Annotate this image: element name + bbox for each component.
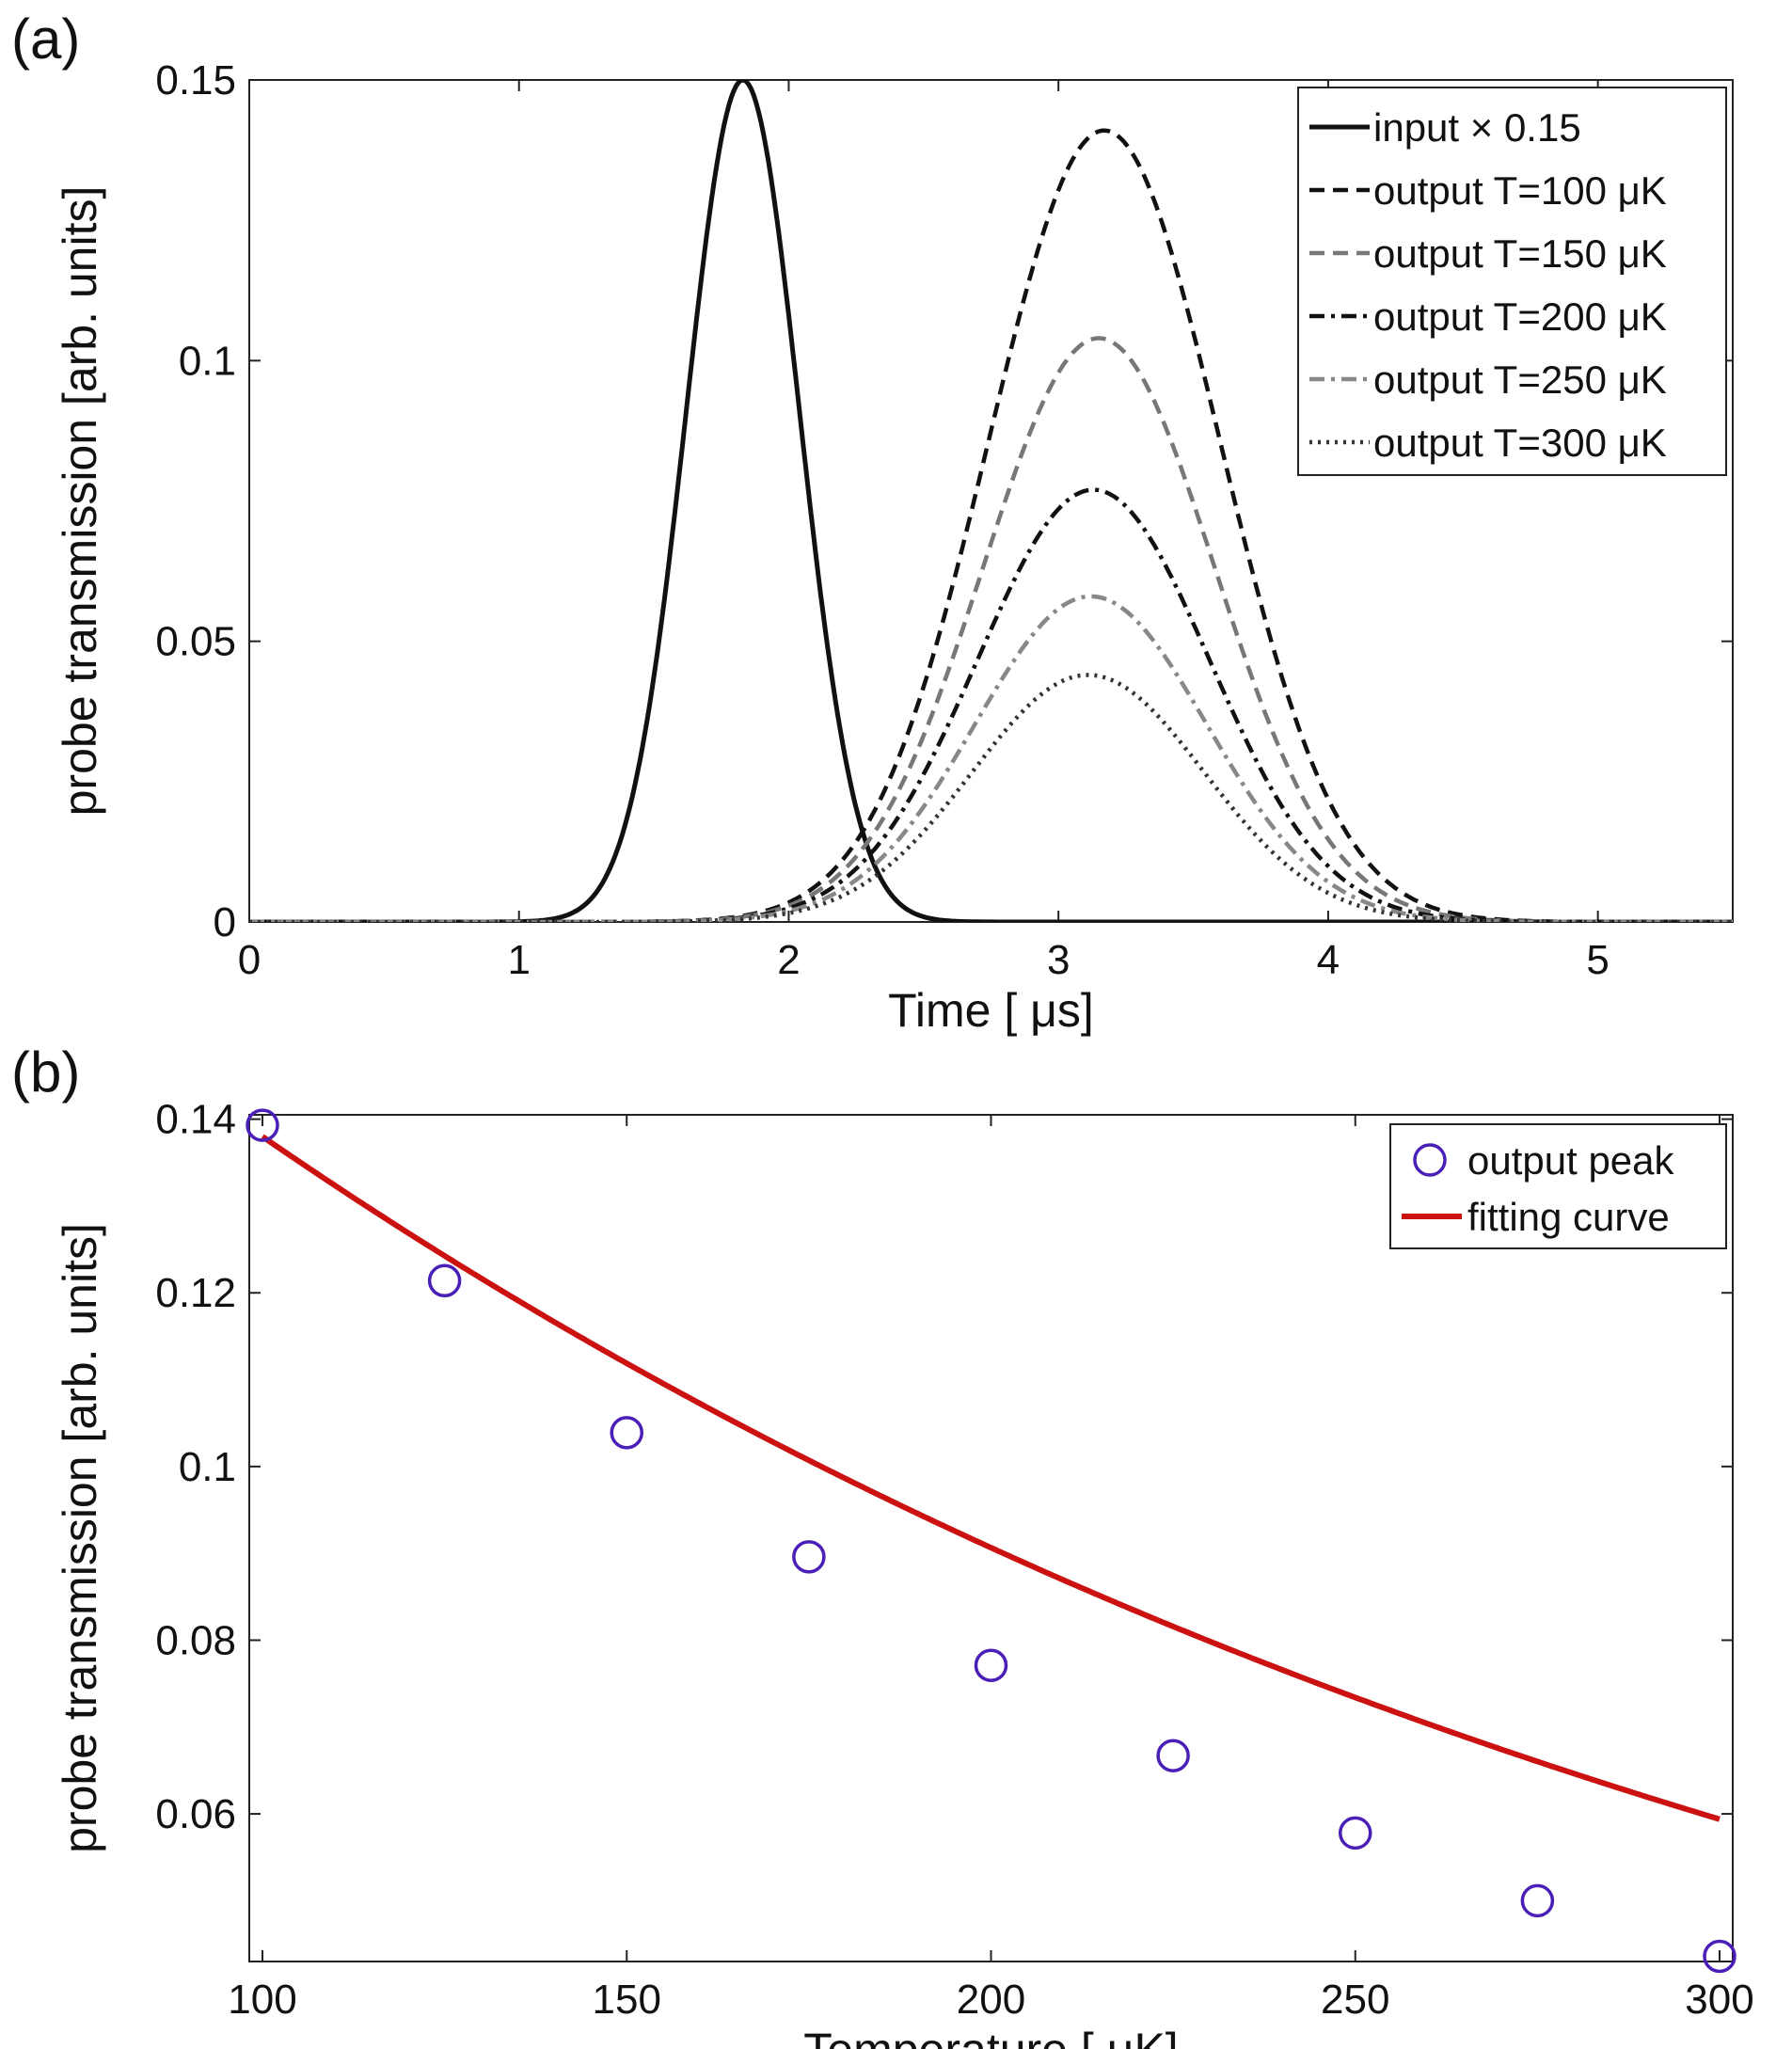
output-peak-point-2 (427, 1263, 462, 1298)
panel-b-y-tick-label: 0.1 (179, 1444, 236, 1490)
series-line-output-t-200-k (249, 487, 1733, 922)
panel-b-y-tick-label: 0.14 (155, 1097, 236, 1143)
panel-b-y-tick-label: 0.12 (155, 1270, 236, 1316)
panel-a-y-tick-label: 0.15 (155, 57, 236, 103)
output-peak-point-3 (610, 1416, 643, 1450)
output-peak-point-6 (1156, 1739, 1190, 1772)
panel-a-x-tick-label: 1 (507, 937, 530, 983)
legend-swatch-output-peak (1413, 1143, 1447, 1177)
panel-a-x-axis-title: Time [ μs] (888, 984, 1094, 1037)
panel-label-b: (b) (11, 1040, 80, 1104)
fitting-curve-line (261, 1134, 1721, 1822)
panel-a-legend-box (1297, 87, 1727, 476)
panel-b-x-axis-title: Temperature [ μK] (803, 2024, 1178, 2049)
panel-b-x-tick-label: 300 (1685, 1977, 1753, 2023)
panel-a-x-tick-label: 3 (1047, 937, 1070, 983)
output-peak-point-8 (1520, 1883, 1555, 1918)
legend-label-fitting-curve: fitting curve (1467, 1195, 1670, 1239)
panel-a-y-axis-title: probe transmission [arb. units] (54, 186, 106, 817)
panel-a-x-tick-label: 5 (1586, 937, 1609, 983)
panel-a-x-tick-label: 4 (1317, 937, 1340, 983)
panel-b-y-axis-title: probe transmission [arb. units] (54, 1223, 106, 1853)
output-peak-point-9 (1703, 1939, 1736, 1974)
panel-label-a: (a) (11, 8, 80, 71)
legend-label-output-t-100-k: output T=100 μK (1373, 168, 1667, 213)
output-peak-point-1 (246, 1108, 279, 1142)
panel-b-legend-box (1389, 1123, 1727, 1249)
legend-label-output-t-250-k: output T=250 μK (1373, 357, 1667, 402)
panel-a-y-tick-label: 0 (214, 899, 236, 945)
panel-b-y-tick-label: 0.06 (155, 1791, 236, 1837)
series-line-output-t-250-k (249, 594, 1733, 922)
panel-b-x-tick-label: 150 (593, 1977, 661, 2023)
panel-b-x-tick-label: 200 (957, 1977, 1025, 2023)
panel-b: (b) 100 150 200 250 300 0.06 0.08 0.1 0.12 0.14 Tem… (11, 1040, 1754, 2049)
legend-label-output-peak: output peak (1467, 1138, 1675, 1183)
output-peak-point-4 (792, 1540, 826, 1574)
legend-label-input-0-15: input × 0.15 (1373, 105, 1581, 150)
panel-a: (a) 0 1 2 3 4 5 0 0.05 0.1 0.15 Time [ μs] probe tra… (11, 8, 1734, 1037)
panel-b-x-tick-label: 250 (1321, 1977, 1389, 2023)
panel-b-x-tick-label: 100 (228, 1977, 296, 2023)
series-line-output-t-150-k (249, 336, 1733, 922)
series-line-output-t-300-k (249, 673, 1733, 922)
panel-a-y-tick-label: 0.05 (155, 619, 236, 665)
panel-b-y-tick-label: 0.08 (155, 1617, 236, 1663)
panel-a-x-tick-label: 2 (777, 937, 800, 983)
legend-label-output-t-300-k: output T=300 μK (1373, 421, 1667, 465)
series-line-output-t-100-k (249, 128, 1733, 922)
output-peak-point-7 (1339, 1816, 1372, 1850)
output-peak-point-5 (974, 1648, 1008, 1682)
legend-label-output-t-200-k: output T=200 μK (1373, 294, 1667, 339)
panel-a-y-tick-label: 0.1 (179, 338, 236, 384)
panel-a-x-tick-label: 0 (238, 937, 261, 983)
legend-label-output-t-150-k: output T=150 μK (1373, 231, 1667, 276)
